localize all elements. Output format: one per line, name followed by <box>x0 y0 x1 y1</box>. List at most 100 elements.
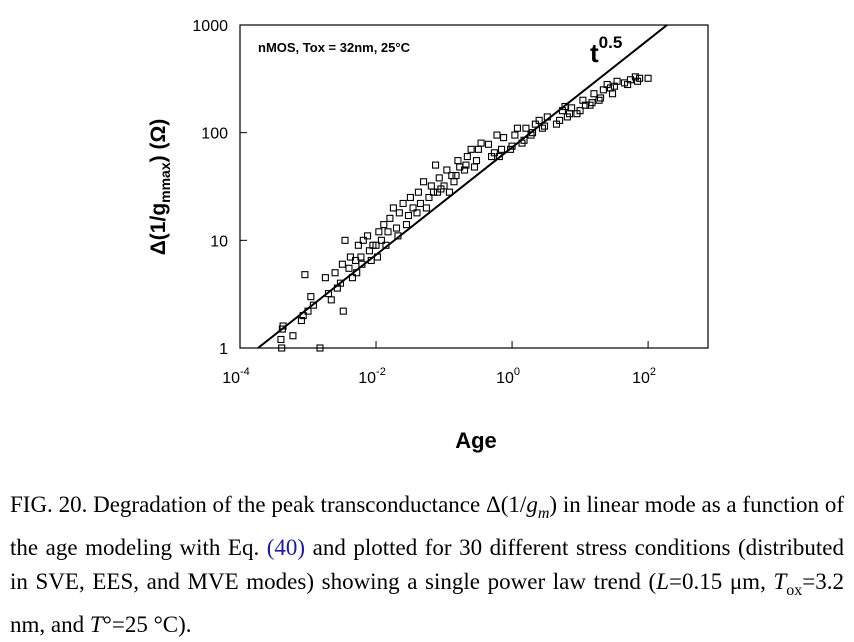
data-point <box>608 90 617 98</box>
caption-text: T <box>773 569 787 594</box>
x-tick-label: 102 <box>632 366 656 387</box>
data-point <box>538 124 547 132</box>
data-point <box>359 236 367 244</box>
fit-line <box>257 25 668 348</box>
caption-text: and plotted for 30 different stress cond… <box>10 535 844 594</box>
data-point <box>289 332 297 340</box>
data-point <box>386 214 394 222</box>
y-axis-title-part: ) (Ω) <box>147 119 170 163</box>
data-point <box>472 157 481 165</box>
data-point <box>404 211 413 220</box>
data-point <box>513 124 521 132</box>
data-point <box>431 161 440 169</box>
data-point <box>443 166 451 174</box>
y-tick-label: 1 <box>219 341 228 358</box>
data-point <box>429 188 438 196</box>
y-axis-title-sub: mmax <box>157 162 173 203</box>
data-point <box>563 113 571 121</box>
data-point <box>620 79 629 87</box>
data-point <box>384 228 392 236</box>
caption-text: m <box>537 505 550 522</box>
data-point <box>644 74 652 82</box>
data-point <box>474 145 482 153</box>
data-point <box>586 101 594 109</box>
data-point <box>613 77 621 85</box>
data-point <box>425 193 433 202</box>
data-point <box>395 209 403 217</box>
chart: nMOS, Tox = 32nm, 25°C t0.5 Age Δ(1/gmma… <box>147 18 709 453</box>
data-point <box>440 182 448 190</box>
data-point <box>595 96 603 104</box>
data-point <box>568 104 576 112</box>
data-point <box>454 157 462 165</box>
data-point <box>531 120 539 128</box>
caption: FIG. 20. Degradation of the peak transco… <box>10 488 844 642</box>
data-point <box>497 145 506 153</box>
x-axis-title: Age <box>455 428 497 453</box>
data-point <box>477 139 485 147</box>
data-point <box>506 145 515 153</box>
x-tick-exponent: -4 <box>240 366 250 378</box>
data-point <box>339 307 347 315</box>
data-point <box>490 149 498 157</box>
data-point <box>445 188 453 196</box>
x-tick-label: 10-2 <box>358 366 386 387</box>
data-point <box>389 204 397 212</box>
data-point <box>363 232 372 240</box>
x-tick-exponent: -2 <box>376 366 386 378</box>
data-point <box>590 90 598 98</box>
data-point <box>375 228 383 236</box>
x-tick-label: 100 <box>496 366 520 387</box>
data-point <box>406 193 414 202</box>
data-point <box>462 161 470 169</box>
data-point <box>321 274 329 282</box>
data-point <box>327 296 335 304</box>
data-point <box>435 174 443 182</box>
data-point <box>561 102 569 111</box>
data-point <box>278 344 286 352</box>
data-point <box>606 84 615 92</box>
x-tick-exponent: 2 <box>650 366 656 378</box>
data-point <box>309 301 317 309</box>
y-axis-title: Δ(1/gmmax) (Ω) <box>147 119 173 256</box>
plot-frame <box>239 24 709 349</box>
data-point <box>463 153 471 161</box>
data-point <box>341 236 349 244</box>
data-point <box>392 224 401 232</box>
caption-text: ) in linear mode as a function of the ag… <box>10 492 844 560</box>
caption-text: L <box>656 569 669 594</box>
data-point <box>470 163 479 171</box>
data-point <box>416 199 425 208</box>
data-point <box>409 204 417 212</box>
caption-text: FIG. 20. Degradation of the peak transco… <box>10 492 527 517</box>
data-point <box>422 204 430 212</box>
data-point <box>495 153 503 161</box>
data-point <box>316 344 324 352</box>
annotation-superscript: 0.5 <box>599 33 623 52</box>
y-axis-title-part: Δ(1/g <box>147 203 170 255</box>
data-point <box>414 188 422 196</box>
data-point <box>573 110 581 118</box>
data-point <box>354 241 362 249</box>
data-point <box>331 269 339 277</box>
y-tick-label: 10 <box>210 233 228 250</box>
data-point <box>484 140 493 148</box>
data-point <box>399 199 407 208</box>
data-point <box>297 316 305 325</box>
data-point <box>636 74 644 82</box>
data-point <box>552 120 561 128</box>
caption-text[interactable]: (40) <box>266 535 306 560</box>
annotation: t0.5 <box>590 33 622 68</box>
x-tick-exponent: 0 <box>514 366 520 378</box>
data-point <box>307 293 315 301</box>
caption-text: °=25 °C). <box>102 612 192 637</box>
data-point <box>338 260 346 268</box>
data-point <box>599 86 607 94</box>
data-point <box>493 131 501 139</box>
data-point <box>581 101 590 109</box>
data-point <box>597 94 605 102</box>
data-point <box>500 134 508 142</box>
caption-text: ox <box>786 582 803 599</box>
data-point <box>301 271 309 279</box>
